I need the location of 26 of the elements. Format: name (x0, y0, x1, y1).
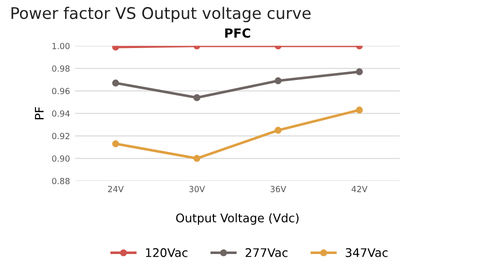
point (356, 106, 363, 114)
x-tick-label: 30V (189, 186, 205, 192)
point (193, 94, 200, 102)
y-tick-label: 1.00 (52, 42, 70, 50)
x-tick-label: 42V (352, 186, 368, 192)
y-axis-title: PF (34, 107, 44, 120)
point (274, 126, 282, 134)
chart-subtitle: PFC (225, 28, 250, 38)
point (356, 68, 363, 76)
y-tick-label: 0.92 (52, 132, 70, 140)
y-tick-label: 0.88 (52, 178, 70, 184)
point (112, 80, 120, 86)
y-tick-label: 0.96 (52, 88, 70, 94)
x-axis-title: Output Voltage (Vdc) (176, 213, 299, 225)
point (112, 140, 120, 148)
x-tick-label: 36V (270, 186, 286, 192)
legend-label: 120Vac (146, 248, 188, 258)
legend-label: 277Vac (246, 248, 288, 258)
point (274, 77, 282, 84)
point (193, 154, 200, 162)
y-tick-label: 0.98 (52, 65, 70, 72)
y-tick-label: 0.90 (52, 155, 70, 162)
legend-label: 347Vac (346, 248, 388, 258)
y-tick-label: 0.94 (52, 110, 70, 117)
x-tick-label: 24V (108, 186, 124, 192)
chart-title: Power factor VS Output voltage curve (12, 6, 311, 22)
